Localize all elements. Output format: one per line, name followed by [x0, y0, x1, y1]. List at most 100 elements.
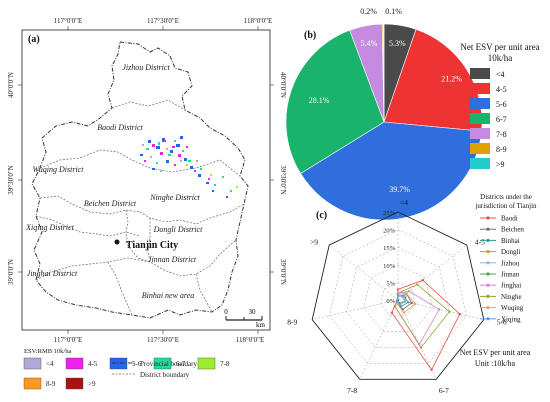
pie-slice-6 [383, 23, 385, 123]
radar-legend-marker-2 [486, 238, 490, 242]
pie-legend-swatch-0 [470, 68, 490, 79]
radar-legend-label-4: Jizhou [501, 259, 520, 267]
bottom-tick-2: 117°30'0"E [147, 336, 179, 344]
bottom-tick-3: 118°0'0"E [236, 336, 264, 344]
district-beichen: Beichen District [84, 199, 137, 208]
pie-legend-label-6: >9 [496, 160, 505, 169]
district-wuqing: Wuqing District [33, 165, 85, 174]
radar-axis-labels: <4 4-5 5-6 6-7 7-8 8-9 >9 [287, 198, 507, 395]
radar-spoke-2 [397, 299, 484, 320]
radar-tick-4: 20% [383, 228, 396, 235]
legend-title: ESV:RMB 10k/ha [24, 348, 71, 355]
radar-ring-5 [311, 211, 485, 380]
radar-axis-label-2: 5-6 [497, 317, 507, 326]
legend-swatch-4-5 [65, 357, 84, 370]
pie-label-3: 28.1% [309, 96, 330, 105]
radar-point-beichen-2 [410, 301, 413, 305]
legend-swatch-7-8 [197, 357, 216, 370]
legend-swatch-8-9 [23, 377, 42, 390]
radar-point-jinghai-1 [407, 290, 411, 293]
district-baodi: Baodi District [97, 123, 143, 132]
radar-point-baodi-3 [430, 368, 433, 371]
legend-provincial-label: Provincial boundary [140, 360, 197, 368]
radar-point-baodi-4 [390, 311, 394, 314]
radar-point-wuqing-1 [405, 292, 408, 295]
pie-label-5: 0.2% [360, 7, 377, 16]
district-boundaries [35, 99, 245, 316]
pie-legend-swatch-3 [470, 113, 490, 124]
district-jinnan: Jinnan District [148, 255, 197, 264]
radar-axis-label-1: 4-5 [475, 238, 485, 247]
radar-legend-label-1: Beichen [501, 226, 524, 234]
legend-swatch-6-7 [153, 357, 172, 370]
pie-label-2: 39.7% [389, 185, 410, 194]
radar-point-ninghe-1 [416, 283, 419, 286]
radar-legend-title-1: Districts under the [480, 193, 532, 201]
district-xiqing: Xiqing District [25, 223, 75, 232]
map-tick-marks [18, 26, 274, 334]
legend-label-lt4: <4 [46, 360, 54, 368]
scale-bar: 0 30 km [224, 308, 265, 329]
radar-legend-marker-9 [486, 317, 490, 321]
radar-point-xiqing-1 [402, 294, 405, 297]
top-tick-1: 117°0'0"E [54, 17, 82, 25]
pie-legend-label-5: 8-9 [496, 145, 507, 154]
radar-point-baodi-0 [396, 288, 400, 291]
map-legend: ESV:RMB 10k/ha <4 4-5 5-6 6-7 7-8 8-9 >9… [23, 348, 230, 390]
pie-slices [285, 23, 483, 221]
radar-point-wuqing-3 [402, 311, 406, 314]
radar-legend-marker-5 [486, 272, 490, 276]
radar-legend-label-7: Ninghe [501, 293, 522, 301]
radar-tick-1: 5% [386, 280, 395, 287]
radar-legend-marker-1 [486, 227, 490, 231]
scale-unit: km [256, 321, 266, 329]
radar-series [390, 279, 461, 371]
radar-legend-marker-3 [486, 250, 490, 254]
legend-label-5-6: 5-6 [132, 360, 142, 368]
district-binhai: Binhai new area [142, 291, 195, 300]
pie-legend-label-4: 7-8 [496, 130, 507, 139]
pie-legend-unit: 10k/ha [488, 53, 513, 63]
radar-legend-marker-8 [486, 306, 490, 310]
radar-panel: (c) 0% 5% 10% 15% 20% 25% <4 4-5 5-6 6-7 7-8 8-9 >9… [287, 193, 537, 395]
pie-label-4: 5.4% [361, 39, 378, 48]
radar-legend-label-2: Binhai [501, 237, 520, 245]
radar-point-baodi-1 [421, 279, 424, 282]
pie-legend-swatch-2 [470, 98, 490, 109]
radar-ring-4 [329, 229, 467, 364]
pie-legend: <4 4-5 5-6 6-7 7-8 8-9 >9 [470, 68, 507, 169]
pie-legend-label-2: 5-6 [496, 100, 507, 109]
pie-legend-title: Net ESV per unit area [460, 42, 539, 52]
radar-point-wuqing-0 [396, 291, 400, 295]
radar-axis-label-3: 6-7 [439, 386, 449, 395]
radar-legend-label-5: Jinnan [501, 271, 520, 279]
radar-tick-0: 0% [386, 298, 395, 305]
radar-legend-label-0: Baodi [501, 215, 518, 223]
pie-legend-label-0: <4 [496, 70, 505, 79]
pie-legend-swatch-5 [470, 143, 490, 154]
radar-panel-label: (c) [316, 210, 327, 221]
radar-legend-label-9: Xiqing [501, 315, 521, 323]
city-marker [114, 239, 120, 245]
radar-spoke-4 [359, 299, 399, 380]
radar-axis-label-6: >9 [310, 238, 318, 247]
pie-labels: 5.3% 21.2% 39.7% 28.1% 5.4% 0.2% 0.1% [309, 7, 462, 194]
radar-grid: 0% 5% 10% 15% 20% 25% [311, 210, 485, 380]
legend-label-7-8: 7-8 [220, 360, 230, 368]
radar-tick-2: 10% [383, 263, 396, 270]
radar-point-xiqing-3 [399, 305, 403, 308]
radar-legend-label-6: Jinghai [501, 282, 521, 290]
radar-legend-marker-6 [486, 283, 490, 287]
left-tick-2: 39°30'0"N [7, 165, 15, 194]
map-panel: 117°0'0"E 117°30'0"E 118°0'0"E 117°0'0"E… [7, 17, 287, 390]
radar-bottom-label-2: Unit :10k/ha [475, 359, 516, 368]
right-tick-3: 39°0'0"N [279, 259, 287, 285]
left-tick-3: 39°0'0"N [7, 259, 15, 285]
esv-scatter [140, 136, 238, 198]
radar-legend-marker-4 [486, 261, 490, 265]
radar-axis-label-4: 7-8 [347, 386, 357, 395]
map-panel-label: (a) [28, 34, 40, 45]
district-ninghe: Ninghe District [149, 193, 200, 202]
radar-point-ninghe-4 [393, 305, 397, 308]
